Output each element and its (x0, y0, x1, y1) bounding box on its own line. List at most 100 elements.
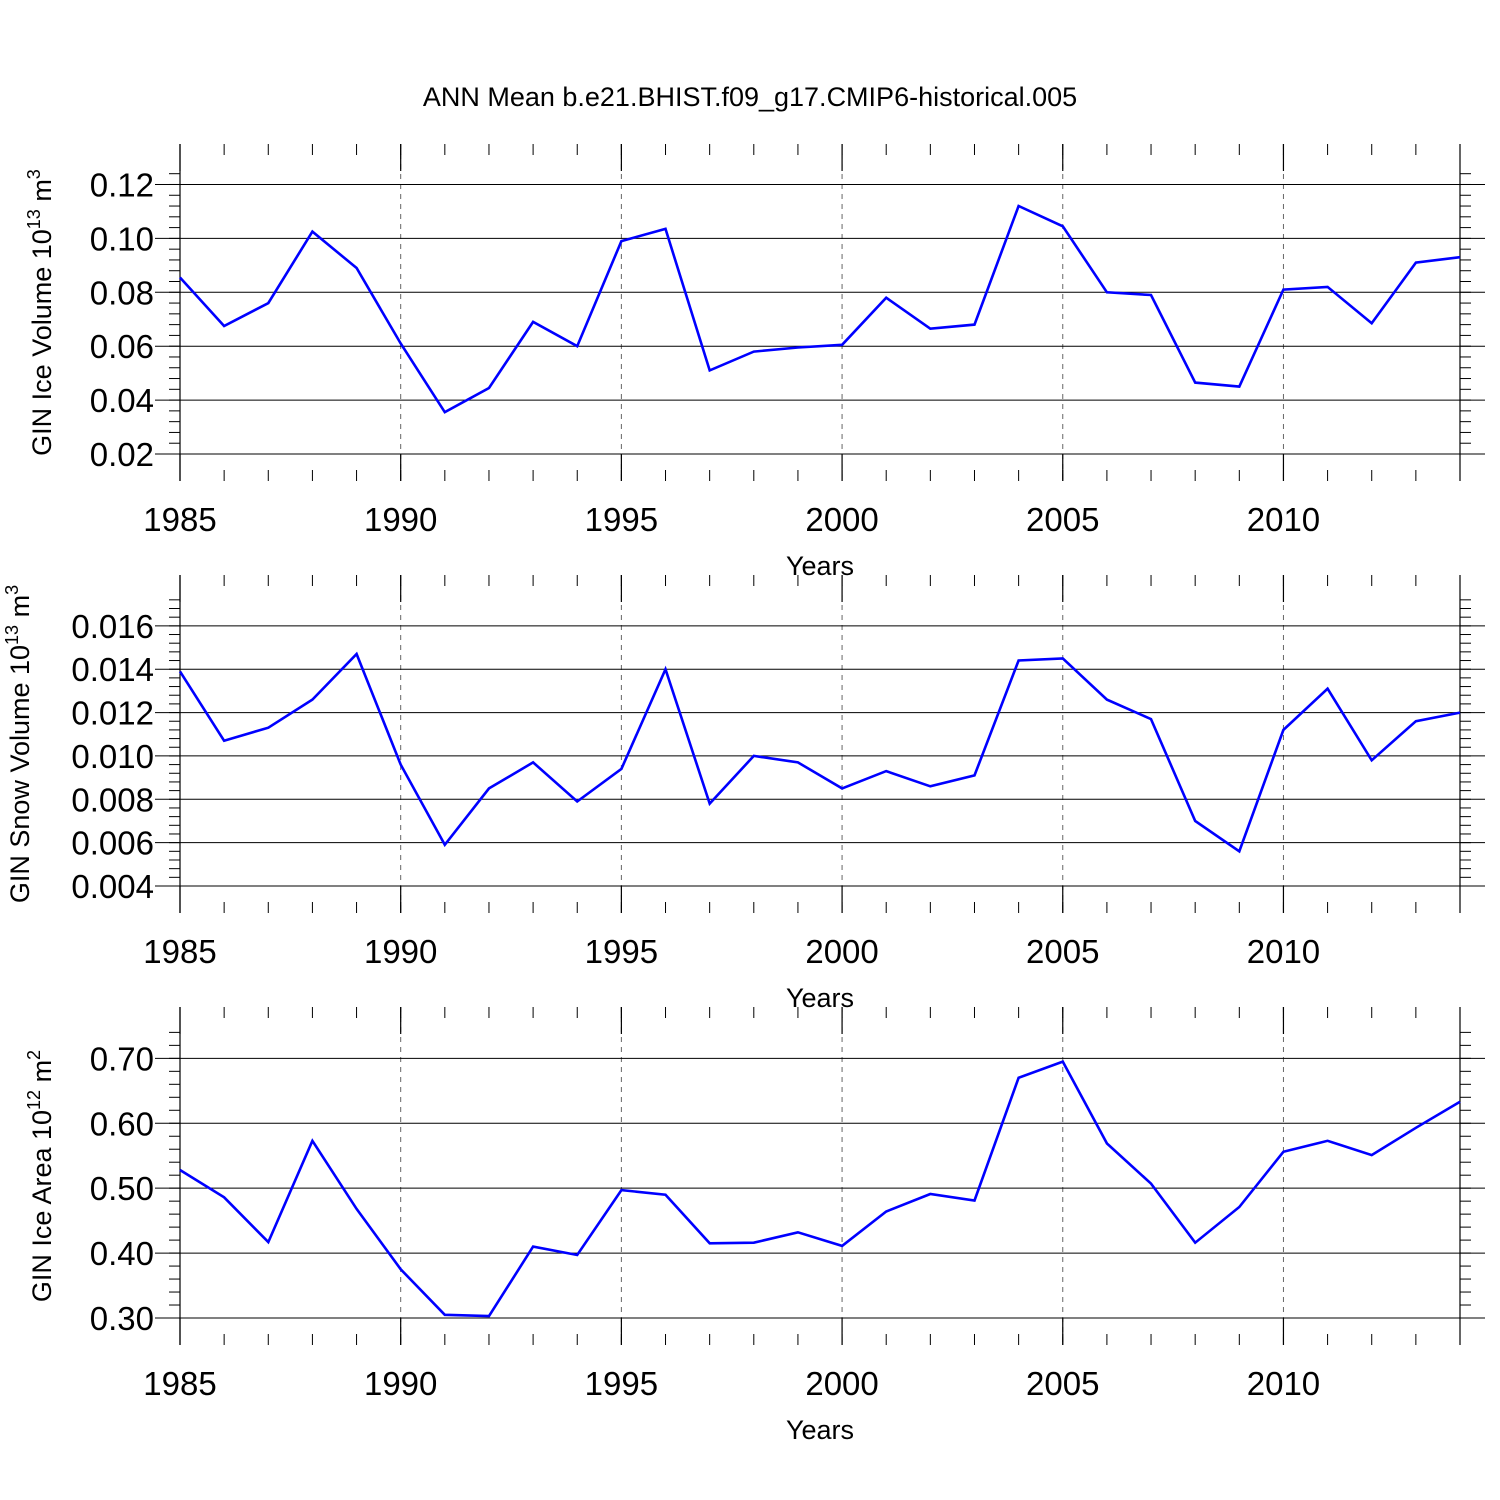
data-point (928, 784, 932, 788)
chart-panel-3: 0.30 0.40 0.50 0.60 0.70 1985 1990 1995 2000 2005… (24, 1007, 1485, 1445)
data-point (884, 296, 888, 300)
x-tick-label: 1990 (364, 501, 437, 538)
y-tick-label: 0.08 (90, 274, 154, 311)
y-axis-label-exponent: 13 (2, 625, 22, 645)
data-point (708, 1241, 712, 1245)
y-axis-label-unit-exponent: 2 (24, 1050, 44, 1060)
x-tick-label: 2000 (805, 933, 878, 970)
data-point (1061, 656, 1065, 660)
data-point (1370, 1153, 1374, 1157)
y-tick-label: 0.30 (90, 1300, 154, 1337)
data-point (619, 239, 623, 243)
y-axis-label-exponent: 13 (24, 209, 44, 229)
data-point (443, 410, 447, 414)
data-point (487, 786, 491, 790)
y-tick-label: 0.010 (71, 738, 154, 775)
data-point (752, 1241, 756, 1245)
x-tick-label: 1985 (143, 501, 216, 538)
data-point (1414, 719, 1418, 723)
data-point (796, 1230, 800, 1234)
data-point (840, 786, 844, 790)
data-point (664, 227, 668, 231)
x-tick-label: 2000 (805, 501, 878, 538)
data-point (399, 341, 403, 345)
figure-title: ANN Mean b.e21.BHIST.f09_g17.CMIP6-histo… (423, 82, 1077, 112)
x-tick-label: 1995 (585, 933, 658, 970)
data-point (310, 230, 314, 234)
data-point (972, 323, 976, 327)
data-point (1237, 1205, 1241, 1209)
data-point (1017, 659, 1021, 663)
data-point (1061, 1060, 1065, 1064)
data-point (531, 320, 535, 324)
x-tick-label: 1990 (364, 933, 437, 970)
data-point (1017, 204, 1021, 208)
x-tick-label: 2010 (1247, 1365, 1320, 1402)
x-tick-label: 2005 (1026, 1365, 1099, 1402)
x-tick-label: 1995 (585, 501, 658, 538)
data-line-3 (179, 1059, 1461, 1318)
data-point (1193, 1241, 1197, 1245)
y-tick-label: 0.004 (71, 868, 154, 905)
y-tick-label: 0.04 (90, 382, 154, 419)
data-point (1281, 728, 1285, 732)
x-tick-label: 1995 (585, 1365, 658, 1402)
data-point (708, 368, 712, 372)
data-point (266, 1240, 270, 1244)
y-tick-label: 0.40 (90, 1235, 154, 1272)
data-point (310, 1139, 314, 1143)
y-axis-label-unit-exponent: 3 (2, 585, 22, 595)
data-point (178, 1168, 182, 1172)
data-point (884, 769, 888, 773)
data-point (1105, 1141, 1109, 1145)
x-tick-label: 2000 (805, 1365, 878, 1402)
data-point (531, 1245, 535, 1249)
y-tick-label: 0.50 (90, 1170, 154, 1207)
y-tick-label: 0.014 (71, 651, 154, 688)
data-point (1370, 758, 1374, 762)
chart-panel-2: 0.004 0.006 0.008 0.010 0.012 0.014 0.016 1985 1… (2, 575, 1485, 1013)
data-point (972, 1199, 976, 1203)
y-axis-label-unit: m (27, 179, 57, 209)
data-point (310, 698, 314, 702)
y-tick-label: 0.016 (71, 608, 154, 645)
data-point (1370, 321, 1374, 325)
data-point (1414, 261, 1418, 265)
data-point (1149, 293, 1153, 297)
data-line-2 (178, 651, 1461, 854)
data-point (1017, 1076, 1021, 1080)
data-line-1 (179, 204, 1461, 414)
x-tick-label: 2005 (1026, 933, 1099, 970)
data-point (487, 1314, 491, 1318)
data-point (266, 726, 270, 730)
x-tick-label: 1985 (143, 1365, 216, 1402)
data-point (1281, 288, 1285, 292)
x-tick-label: 2010 (1247, 501, 1320, 538)
y-axis-label: GIN Snow Volume 1013 m3 (2, 585, 35, 903)
data-point (1193, 381, 1197, 385)
y-tick-label: 0.008 (71, 781, 154, 818)
chart-panels: 0.02 0.04 0.06 0.08 0.10 0.12 1985 1990 1995 2000… (2, 144, 1485, 1445)
data-point (1237, 385, 1241, 389)
y-axis-label-text: GIN Snow Volume 10 (5, 645, 35, 903)
data-point (178, 275, 182, 279)
data-point (355, 652, 359, 656)
y-tick-label: 0.60 (90, 1105, 154, 1142)
data-point (575, 799, 579, 803)
data-point (884, 1210, 888, 1214)
data-point (1458, 255, 1462, 259)
data-point (664, 667, 668, 671)
data-point (840, 343, 844, 347)
data-point (1237, 849, 1241, 853)
chart-panel-1: 0.02 0.04 0.06 0.08 0.10 0.12 1985 1990 1995 2000… (24, 144, 1485, 581)
data-point (1061, 224, 1065, 228)
data-point (1281, 1150, 1285, 1154)
x-axis-label: Years (786, 983, 854, 1013)
data-point (443, 843, 447, 847)
data-point (928, 327, 932, 331)
x-axis-label: Years (786, 551, 854, 581)
data-point (1105, 290, 1109, 294)
data-point (1105, 698, 1109, 702)
data-point (796, 346, 800, 350)
